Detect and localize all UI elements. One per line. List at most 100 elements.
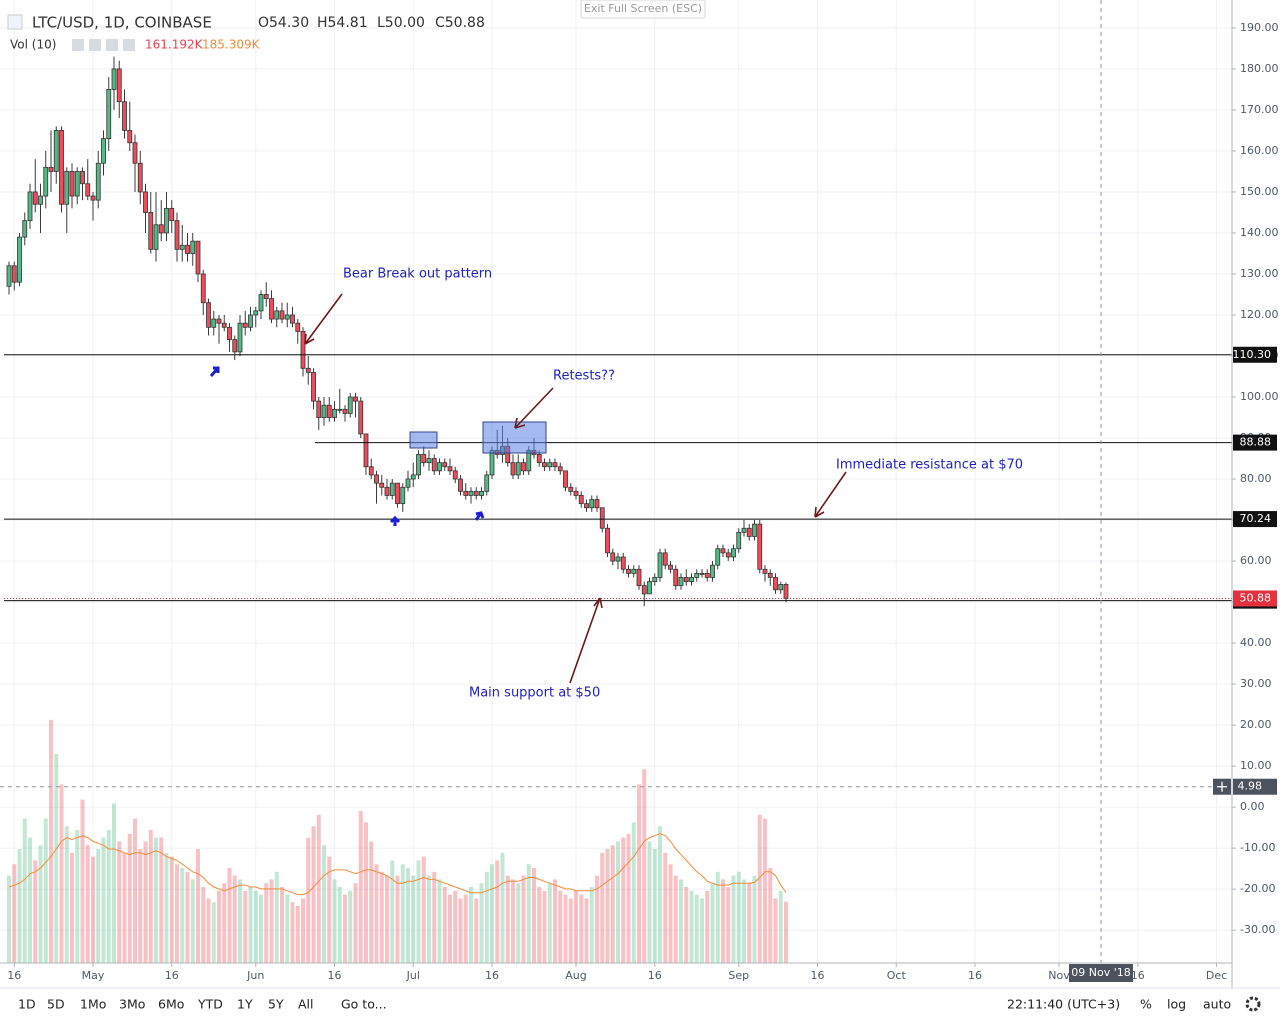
study-icons[interactable] [72,39,135,51]
volume-bar [784,901,788,963]
price-line-label: 70.24 [1240,512,1272,525]
candle-body [699,572,705,575]
volume-bar [553,879,557,963]
candle-body [332,408,337,418]
y-tick-label: -10.00 [1240,841,1275,854]
candle-body [783,584,789,599]
candle-body [636,568,642,587]
volume-bar [43,818,48,963]
volume-bar [626,833,631,963]
candle-body [101,138,106,164]
range-button[interactable]: 1D [18,997,36,1012]
candle-body [741,527,747,533]
candle-body [578,495,584,505]
y-tick-label: 20.00 [1240,718,1272,731]
candle-body [137,162,143,193]
volume-bar [337,887,342,963]
volume-bar [647,841,652,963]
y-tick-label: 190.00 [1240,21,1279,34]
volume-bar [59,784,64,963]
candle-body [122,101,127,131]
toolbar: Go to... 22:11:40 (UTC+3) % log auto 1D 5… [0,987,1280,1024]
annotation: Retests?? [553,369,615,384]
add-alert-icon[interactable] [1217,781,1227,792]
range-button[interactable]: 3Mo [119,997,145,1012]
candle-body [311,372,316,402]
arrow [814,471,847,518]
candle-body [536,454,542,464]
candle-body [95,162,101,201]
candle-body [200,273,206,304]
volume-bar [631,822,636,963]
candle-body [594,499,600,509]
candle-body [479,490,484,496]
volume-bar [479,883,484,963]
icon[interactable] [106,39,118,51]
volume-bar [495,860,500,963]
candle-body [321,404,327,418]
candle-body [379,482,385,488]
candle-body [153,224,159,250]
candle-body [589,499,595,509]
range-button[interactable]: 1Y [237,997,253,1012]
volume-bar [385,875,389,963]
candle-body [64,171,70,205]
volume-bar [768,868,773,963]
volume-bar [143,841,148,963]
volume-bar [348,890,353,963]
annotation: Bear Break out pattern [343,267,492,282]
range-button[interactable]: 1Mo [80,997,106,1012]
range-button[interactable]: 5Y [268,997,284,1012]
collapse-icon[interactable] [7,14,23,30]
goto-button[interactable]: Go to... [341,997,387,1012]
volume-bar [390,860,395,963]
x-tick-label: Sep [728,969,749,982]
y-tick-label: -20.00 [1240,882,1275,895]
icon[interactable] [89,39,101,51]
header: LTC/USD, 1D, COINBASE O54.30 H54.81 L50.… [7,0,706,52]
volume-bar [621,837,626,963]
volume-bar [752,875,757,963]
volume-bar [96,849,101,963]
candle-body [458,478,463,492]
candle-body [295,322,301,332]
y-tick-label: 170.00 [1240,103,1279,116]
y-tick-label: 120.00 [1240,308,1279,321]
auto-toggle[interactable]: auto [1203,997,1231,1012]
candle-body [778,584,784,591]
volume-bar [442,887,447,963]
candle-body [720,548,726,554]
volume-bar [484,871,489,963]
settings-icon[interactable] [1245,996,1261,1012]
range-button[interactable]: All [298,997,314,1012]
volume-bar [726,887,731,963]
icon[interactable] [123,39,135,51]
volume-bar [637,784,641,963]
range-button[interactable]: 5D [47,997,65,1012]
log-toggle[interactable]: log [1167,997,1186,1012]
range-button[interactable]: 6Mo [158,997,184,1012]
candle-body [11,265,17,283]
volume-bar [22,818,27,963]
range-button[interactable]: YTD [197,997,223,1012]
candle-body [326,404,332,418]
candle-body [195,240,201,275]
candle-body [736,531,742,550]
percent-toggle[interactable]: % [1140,997,1152,1012]
exit-fullscreen-label[interactable]: Exit Full Screen (ESC) [584,2,702,15]
icon[interactable] [72,39,84,51]
volume-label: Vol (10) [10,38,56,52]
price-line-label-box [1233,434,1277,451]
volume-bar [28,837,32,963]
exit-fullscreen-button[interactable] [580,0,706,19]
candle-body [694,572,700,578]
volume-bar [248,887,253,963]
candle-body [164,207,169,234]
volume-bar [710,883,715,963]
candle-body [274,310,280,320]
crosshair-price-box [1233,778,1277,795]
x-tick-label: 16 [1131,969,1145,982]
volume-bar [757,814,762,963]
candle-body [337,408,343,411]
